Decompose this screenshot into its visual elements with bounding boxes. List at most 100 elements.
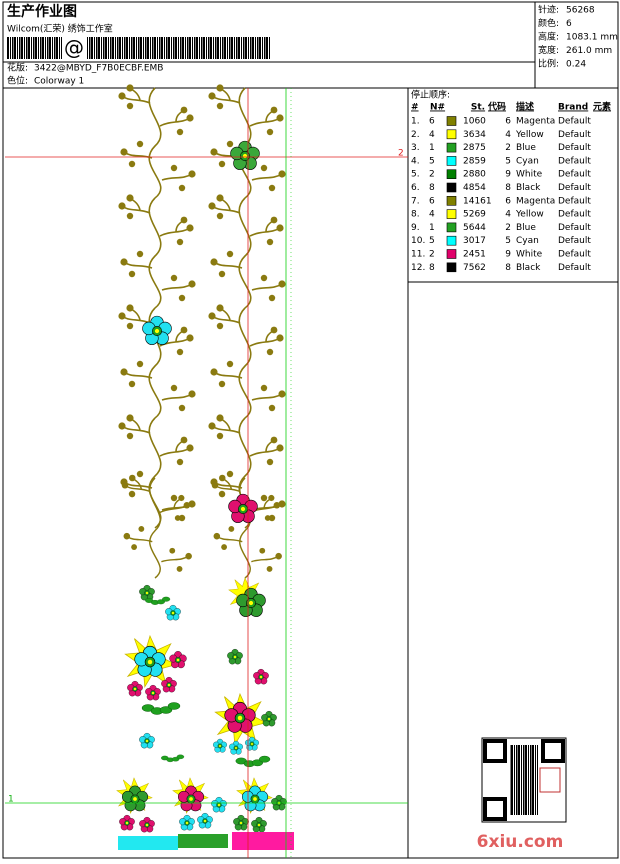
info-value: 6 xyxy=(566,19,572,29)
info-box: 针迹: 56268 颜色: 6 高度: 1083.1 mm 宽度: 261.0 mm 比例: 0.… xyxy=(538,4,618,70)
color-swatch xyxy=(446,182,457,193)
row-description: Cyan xyxy=(516,236,539,246)
row-brand: Default xyxy=(558,183,591,193)
color-swatch xyxy=(446,196,457,206)
row-stitches: 2451 xyxy=(463,250,486,260)
row-needle: 2 xyxy=(429,250,435,260)
info-value: 1083.1 mm xyxy=(566,33,618,43)
color-swatch xyxy=(446,129,457,140)
color-swatch xyxy=(446,235,457,246)
row-stitches: 5269 xyxy=(463,210,486,220)
column-header: 元素 xyxy=(593,101,611,113)
color-swatch xyxy=(446,262,457,273)
row-code: 5 xyxy=(505,156,511,166)
info-value: 56268 xyxy=(566,6,595,16)
row-index: 6. xyxy=(411,183,420,193)
row-stitches: 2875 xyxy=(463,143,486,153)
column-header: 代码 xyxy=(487,101,506,113)
row-brand: Default xyxy=(558,223,591,233)
barcode-text: @ xyxy=(64,36,84,60)
colorway: Colorway 1 xyxy=(34,77,84,87)
row-stitches: 2880 xyxy=(463,170,486,180)
column-header: N# xyxy=(430,103,445,113)
row-needle: 6 xyxy=(429,117,435,127)
row-brand: Default xyxy=(558,156,591,166)
row-needle: 4 xyxy=(429,130,435,140)
row-brand: Default xyxy=(558,263,591,273)
row-stitches: 3634 xyxy=(463,130,486,140)
info-value: 261.0 mm xyxy=(566,46,612,56)
row-description: Cyan xyxy=(516,156,539,166)
row-needle: 6 xyxy=(429,196,435,206)
row-needle: 1 xyxy=(429,223,435,233)
row-index: 4. xyxy=(411,156,420,166)
info-label: 针迹: xyxy=(538,4,559,16)
row-stitches: 5644 xyxy=(463,223,486,233)
barcode xyxy=(7,37,62,59)
row-index: 12. xyxy=(411,263,425,273)
color-swatch xyxy=(446,222,457,233)
row-brand: Default xyxy=(558,210,591,220)
row-needle: 4 xyxy=(429,210,435,220)
color-swatch xyxy=(446,156,457,166)
row-description: Yellow xyxy=(515,130,544,140)
row-needle: 8 xyxy=(429,183,435,193)
color-swatch xyxy=(446,209,457,219)
row-stitches: 7562 xyxy=(463,263,486,273)
color-swatch xyxy=(446,169,457,179)
row-index: 7. xyxy=(411,196,420,206)
row-description: Black xyxy=(516,183,541,193)
row-stitches: 2859 xyxy=(463,156,486,166)
qr-code xyxy=(481,737,567,823)
row-code: 9 xyxy=(505,170,511,180)
info-label: 宽度: xyxy=(538,44,559,56)
title: 生产作业图 xyxy=(7,3,77,20)
design-file: 3422@MBYD_F7B0ECBF.EMB xyxy=(34,64,163,74)
row-index: 3. xyxy=(411,143,420,153)
row-index: 8. xyxy=(411,210,420,220)
row-index: 1. xyxy=(411,117,420,127)
row-needle: 8 xyxy=(429,263,435,273)
colorway-label: 色位: xyxy=(7,75,28,87)
row-description: Magenta xyxy=(516,117,555,127)
row-stitches: 14161 xyxy=(463,196,492,206)
subtitle: Wilcom(汇荣) 绣饰工作室 xyxy=(7,23,113,35)
row-code: 8 xyxy=(505,183,511,193)
row-stitches: 1060 xyxy=(463,117,486,127)
row-description: Blue xyxy=(516,223,536,233)
color-swatch xyxy=(446,116,457,126)
guide-label: 2 xyxy=(398,149,404,159)
info-label: 比例: xyxy=(538,58,559,70)
column-header: # xyxy=(411,103,419,113)
row-description: Yellow xyxy=(515,210,544,220)
row-index: 9. xyxy=(411,223,420,233)
column-header: Brand xyxy=(558,103,588,113)
info-label: 高度: xyxy=(538,31,559,43)
row-needle: 5 xyxy=(429,156,435,166)
info-label: 颜色: xyxy=(538,17,559,29)
row-index: 5. xyxy=(411,170,420,180)
design-label: 花版: xyxy=(7,62,28,74)
row-brand: Default xyxy=(558,117,591,127)
row-brand: Default xyxy=(558,143,591,153)
row-needle: 5 xyxy=(429,236,435,246)
row-code: 8 xyxy=(505,263,511,273)
info-value: 0.24 xyxy=(566,60,586,70)
row-stitches: 4854 xyxy=(463,183,486,193)
stop-sequence-table: # N# St. 代码 描述 Brand 元素1. 6 1060 6 Magenta Default2… xyxy=(411,101,611,273)
row-brand: Default xyxy=(558,130,591,140)
row-brand: Default xyxy=(558,196,591,206)
row-index: 11. xyxy=(411,250,425,260)
guide-label: 1 xyxy=(8,795,14,805)
row-description: White xyxy=(516,170,543,180)
watermark: 6xiu.com xyxy=(477,832,564,852)
color-swatch xyxy=(446,249,457,259)
color-swatch xyxy=(446,142,457,153)
row-index: 2. xyxy=(411,130,420,140)
row-description: Magenta xyxy=(516,196,555,206)
row-code: 4 xyxy=(505,130,511,140)
column-header: 描述 xyxy=(516,101,534,113)
